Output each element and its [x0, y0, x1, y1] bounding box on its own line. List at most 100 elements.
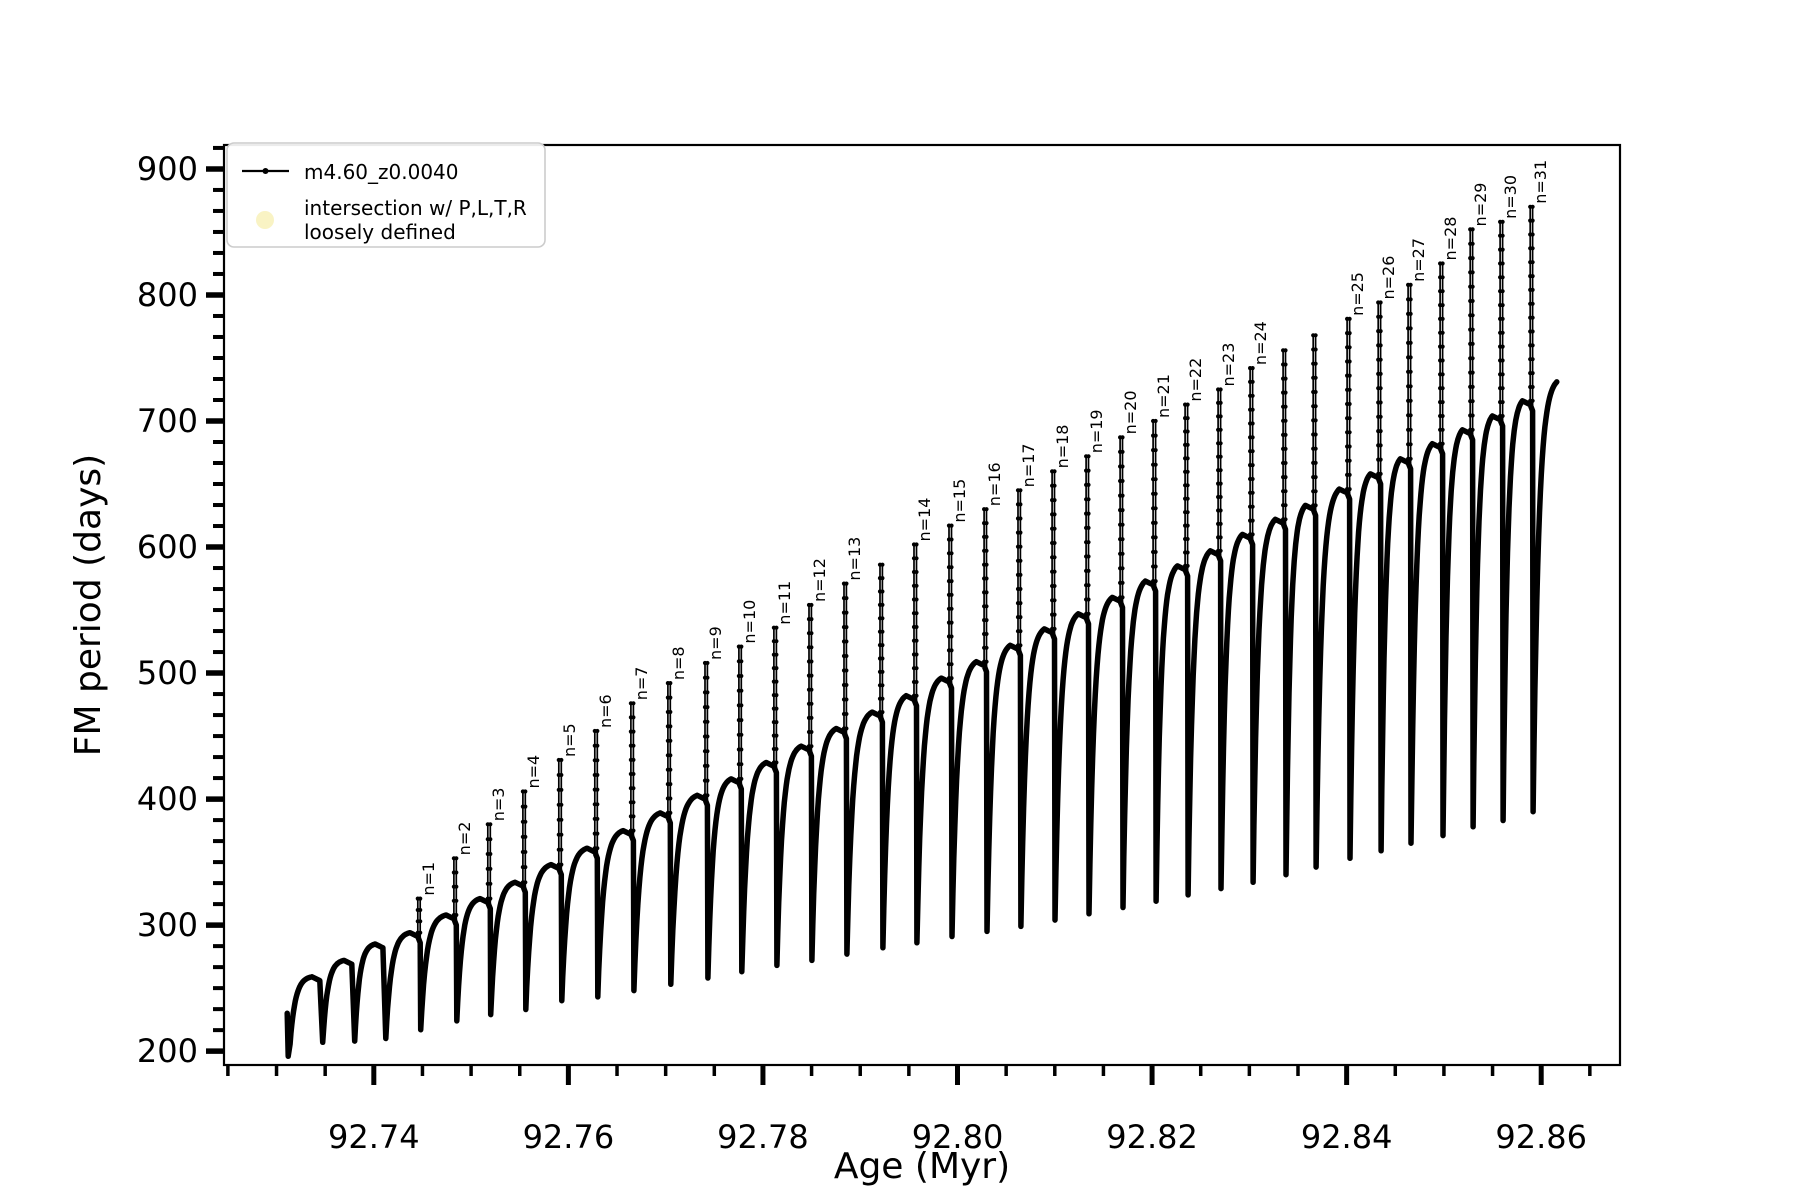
- marker-dot: [774, 639, 779, 644]
- marker-dot: [454, 898, 459, 903]
- marker-dot: [1500, 247, 1505, 252]
- marker-dot: [705, 763, 710, 769]
- marker-dot: [1086, 482, 1091, 487]
- marker-dot: [631, 786, 636, 791]
- marker-dot: [1440, 386, 1445, 391]
- marker-dot: [844, 726, 849, 731]
- marker-dot: [705, 734, 710, 739]
- marker-dot: [1185, 429, 1190, 434]
- marker-dot: [1378, 443, 1383, 448]
- marker-dot: [1313, 361, 1318, 366]
- marker-dot: [1283, 376, 1288, 381]
- marker-dot: [1500, 275, 1505, 280]
- marker-dot: [1470, 241, 1475, 246]
- marker-dot: [668, 695, 673, 700]
- marker-dot: [1440, 372, 1445, 377]
- marker-dot: [1185, 402, 1190, 407]
- marker-dot: [1120, 449, 1125, 454]
- marker-dot: [559, 832, 564, 837]
- marker-dot: [1086, 454, 1091, 459]
- marker-dot: [1283, 446, 1288, 451]
- pulse-label: n=25: [1348, 272, 1367, 316]
- marker-dot: [1440, 275, 1445, 280]
- marker-dot: [1250, 421, 1255, 426]
- marker-dot: [595, 758, 600, 763]
- marker-dot: [705, 675, 710, 680]
- marker-dot: [1470, 356, 1475, 361]
- marker-dot: [1283, 362, 1288, 367]
- marker-dot: [631, 729, 636, 734]
- marker-dot: [523, 804, 528, 809]
- marker-dot: [1313, 460, 1318, 465]
- marker-dot: [1500, 261, 1505, 266]
- marker-dot: [1500, 386, 1505, 391]
- marker-dot: [1250, 435, 1255, 440]
- marker-dot: [1018, 615, 1023, 620]
- marker-dot: [1470, 327, 1475, 332]
- marker-dot: [1347, 401, 1352, 407]
- marker-dot: [1120, 595, 1125, 600]
- marker-dot: [1086, 611, 1091, 616]
- marker-dot: [739, 659, 744, 664]
- marker-dot: [1185, 523, 1190, 528]
- pulse-label: n=2: [455, 822, 474, 856]
- marker-dot: [1052, 498, 1057, 503]
- marker-dot: [1086, 568, 1091, 574]
- pulse-label: n=30: [1501, 175, 1520, 219]
- marker-dot: [809, 729, 814, 735]
- marker-dot: [914, 597, 919, 602]
- marker-dot: [1185, 510, 1190, 515]
- pulse-label: n=7: [632, 667, 651, 701]
- y-tick-label: 200: [137, 1032, 198, 1070]
- legend-intersection-marker-icon: [256, 211, 274, 229]
- pulse-label: n=4: [524, 755, 543, 789]
- marker-dot: [1283, 348, 1288, 353]
- marker-dot: [1313, 389, 1318, 395]
- marker-dot: [1313, 375, 1318, 380]
- marker-dot: [1440, 330, 1445, 335]
- marker-dot: [774, 746, 779, 752]
- marker-dot: [1153, 535, 1158, 540]
- marker-dot: [914, 556, 919, 561]
- marker-dot: [488, 866, 493, 872]
- marker-dot: [631, 800, 636, 805]
- marker-dot: [914, 624, 919, 630]
- marker-dot: [1120, 537, 1125, 542]
- marker-dot: [844, 668, 849, 673]
- marker-dot: [1218, 535, 1223, 540]
- spike-path: [416, 206, 1534, 943]
- y-tick-label: 900: [137, 150, 198, 188]
- marker-dot: [1185, 442, 1190, 447]
- marker-dot: [949, 676, 954, 681]
- marker-dot: [559, 787, 564, 793]
- marker-dot: [1347, 444, 1352, 449]
- marker-dot: [1153, 579, 1158, 584]
- marker-dot: [880, 602, 885, 608]
- marker-dot: [1086, 468, 1091, 473]
- marker-dot: [668, 810, 673, 816]
- legend-label-intersection-line2: loosely defined: [304, 220, 456, 244]
- x-tick-label: 92.84: [1301, 1118, 1393, 1156]
- marker-dot: [523, 849, 528, 855]
- marker-dot: [844, 610, 849, 615]
- marker-dot: [1218, 414, 1223, 419]
- pulse-label: n=28: [1441, 217, 1460, 261]
- marker-dot: [559, 772, 564, 778]
- x-tick-label: 92.86: [1495, 1118, 1587, 1156]
- marker-dot: [1283, 475, 1288, 480]
- marker-dot: [1530, 260, 1535, 265]
- marker-dot: [418, 907, 423, 913]
- marker-dot: [559, 757, 564, 763]
- marker-dot: [1470, 227, 1475, 232]
- marker-dot: [949, 606, 954, 611]
- marker-dot: [454, 856, 459, 861]
- pulse-label: n=19: [1087, 409, 1106, 453]
- marker-dot: [668, 724, 673, 729]
- x-axis-title: Age (Myr): [834, 1146, 1010, 1187]
- y-tick-label: 800: [137, 276, 198, 314]
- marker-dot: [1052, 526, 1057, 531]
- marker-dot: [1378, 300, 1383, 305]
- marker-dot: [844, 639, 849, 644]
- marker-dot: [1250, 532, 1255, 537]
